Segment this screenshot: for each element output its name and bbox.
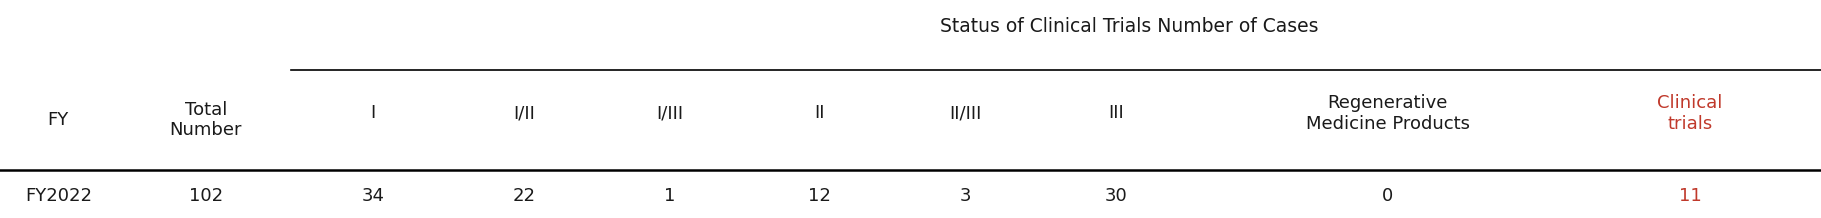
Text: FY: FY: [47, 111, 69, 129]
Text: III: III: [1109, 104, 1124, 122]
Text: I/II: I/II: [514, 104, 535, 122]
Text: 3: 3: [960, 187, 971, 205]
Text: 34: 34: [362, 187, 384, 205]
Text: 11: 11: [1679, 187, 1701, 205]
Text: 30: 30: [1105, 187, 1127, 205]
Text: Status of Clinical Trials Number of Cases: Status of Clinical Trials Number of Case…: [940, 17, 1318, 36]
Text: I/III: I/III: [657, 104, 683, 122]
Text: 12: 12: [809, 187, 830, 205]
Text: Clinical
trials: Clinical trials: [1657, 94, 1723, 133]
Text: II/III: II/III: [949, 104, 982, 122]
Text: 22: 22: [514, 187, 535, 205]
Text: 102: 102: [189, 187, 222, 205]
Text: I: I: [371, 104, 375, 122]
Text: FY2022: FY2022: [25, 187, 91, 205]
Text: 0: 0: [1382, 187, 1393, 205]
Text: Regenerative
Medicine Products: Regenerative Medicine Products: [1306, 94, 1470, 133]
Text: 1: 1: [665, 187, 676, 205]
Text: Total
Number: Total Number: [169, 100, 242, 139]
Text: II: II: [814, 104, 825, 122]
